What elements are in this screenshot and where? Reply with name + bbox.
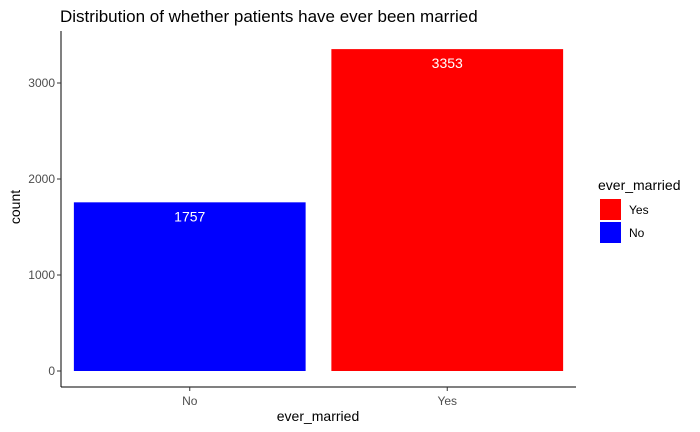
x-axis: No Yes bbox=[61, 386, 576, 408]
y-axis: 0 1000 2000 3000 bbox=[28, 31, 62, 387]
y-tick-label: 1000 bbox=[28, 268, 55, 282]
legend-label: No bbox=[629, 226, 645, 240]
legend-label: Yes bbox=[629, 203, 649, 217]
legend-key-yes bbox=[600, 199, 621, 220]
y-tick-label: 3000 bbox=[28, 76, 55, 90]
y-axis-title: count bbox=[7, 190, 23, 224]
bar-value-label: 3353 bbox=[432, 55, 463, 71]
bar-value-label: 1757 bbox=[174, 208, 205, 224]
x-tick-label: Yes bbox=[437, 394, 457, 408]
bar-no bbox=[73, 202, 306, 371]
bar-yes bbox=[331, 49, 564, 371]
legend-title: ever_married bbox=[598, 177, 680, 193]
y-tick-label: 2000 bbox=[28, 172, 55, 186]
chart-title: Distribution of whether patients have ev… bbox=[60, 7, 478, 26]
legend: ever_married Yes No bbox=[598, 177, 680, 243]
x-tick-label: No bbox=[182, 394, 198, 408]
x-axis-title: ever_married bbox=[277, 408, 359, 424]
legend-key-no bbox=[600, 222, 621, 243]
y-tick-label: 0 bbox=[48, 364, 55, 378]
plot-area: 1757 3353 bbox=[73, 49, 564, 371]
